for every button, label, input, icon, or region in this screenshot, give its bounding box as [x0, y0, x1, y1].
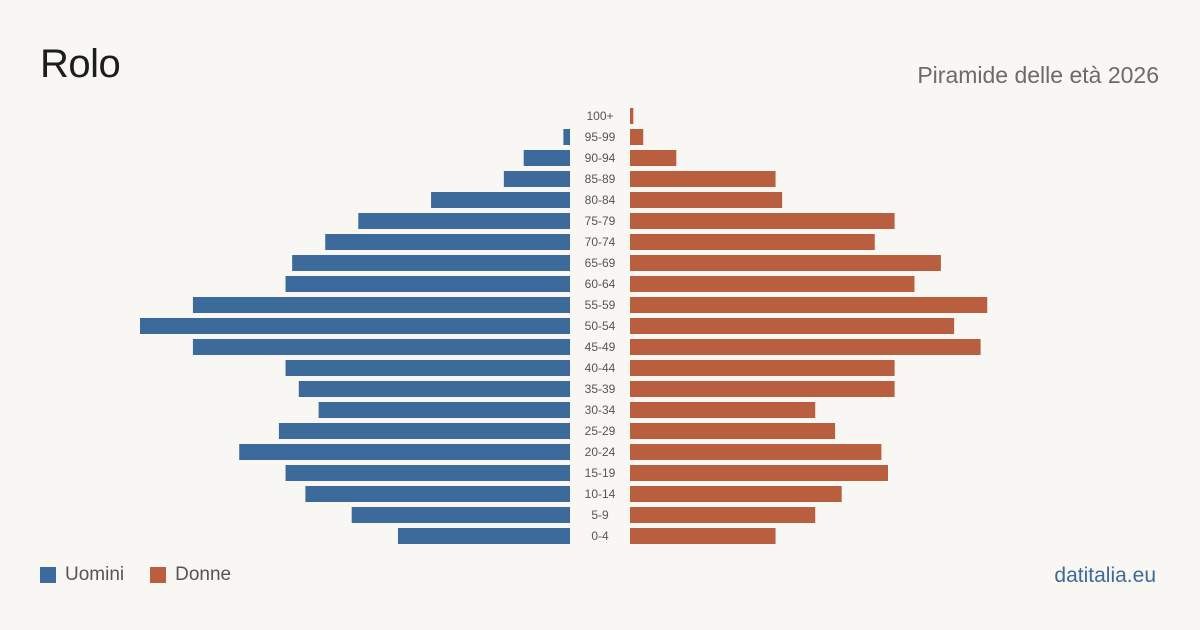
bar-men-10-14	[305, 486, 570, 502]
bar-women-30-34	[630, 402, 816, 418]
bar-men-20-24	[239, 444, 570, 460]
legend-swatch-men	[40, 567, 56, 583]
age-label-80-84: 80-84	[585, 193, 616, 207]
age-label-55-59: 55-59	[585, 298, 616, 312]
bar-women-50-54	[630, 318, 955, 334]
bar-women-40-44	[630, 360, 895, 376]
bar-women-90-94	[630, 150, 677, 166]
age-label-65-69: 65-69	[585, 256, 616, 270]
bar-women-65-69	[630, 255, 941, 271]
age-label-5-9: 5-9	[591, 508, 609, 522]
bar-men-45-49	[192, 339, 570, 355]
bar-men-0-4	[398, 528, 570, 544]
bar-women-25-29	[630, 423, 836, 439]
bar-men-75-79	[358, 213, 570, 229]
age-label-85-89: 85-89	[585, 172, 616, 186]
bar-women-85-89	[630, 171, 776, 187]
chart-title: Rolo	[40, 42, 121, 86]
age-label-45-49: 45-49	[585, 340, 616, 354]
bar-women-0-4	[630, 528, 776, 544]
age-label-35-39: 35-39	[585, 382, 616, 396]
bar-men-35-39	[298, 381, 570, 397]
bar-women-95-99	[630, 129, 644, 145]
legend-swatch-women	[150, 567, 167, 583]
chart-subtitle: Piramide delle età 2026	[917, 62, 1159, 88]
age-label-0-4: 0-4	[591, 529, 609, 543]
bar-women-100+	[630, 108, 634, 124]
bar-women-10-14	[630, 486, 842, 502]
bar-men-90-94	[523, 150, 570, 166]
bar-women-20-24	[630, 444, 882, 460]
bar-women-75-79	[630, 213, 895, 229]
bar-men-15-19	[285, 465, 570, 481]
bar-men-30-34	[318, 402, 570, 418]
bar-men-55-59	[192, 297, 570, 313]
age-labels-group: 100+ 95-99 90-94 85-89 80-84 75-79 70-74 65-69 6…	[585, 109, 616, 543]
age-label-100+: 100+	[586, 109, 613, 123]
bar-men-25-29	[278, 423, 570, 439]
legend-item-women: Donne	[150, 564, 231, 586]
legend: Uomini Donne	[40, 564, 257, 586]
bar-women-5-9	[630, 507, 816, 523]
bar-women-70-74	[630, 234, 875, 250]
age-label-90-94: 90-94	[585, 151, 616, 165]
bar-women-80-84	[630, 192, 783, 208]
age-label-25-29: 25-29	[585, 424, 616, 438]
women-bars-group	[630, 108, 988, 544]
age-label-95-99: 95-99	[585, 130, 616, 144]
age-label-70-74: 70-74	[585, 235, 616, 249]
bar-men-85-89	[503, 171, 570, 187]
source-link[interactable]: datitalia.eu	[1054, 564, 1156, 587]
legend-item-men: Uomini	[40, 564, 124, 586]
age-label-60-64: 60-64	[585, 277, 616, 291]
age-label-50-54: 50-54	[585, 319, 616, 333]
men-bars-group	[140, 129, 570, 544]
bar-women-55-59	[630, 297, 988, 313]
bar-men-95-99	[563, 129, 570, 145]
legend-label-women: Donne	[175, 564, 232, 585]
age-label-15-19: 15-19	[585, 466, 616, 480]
bar-men-80-84	[431, 192, 570, 208]
bar-men-70-74	[325, 234, 570, 250]
bar-men-40-44	[285, 360, 570, 376]
bar-women-35-39	[630, 381, 895, 397]
bar-women-45-49	[630, 339, 981, 355]
bar-men-60-64	[285, 276, 570, 292]
age-label-20-24: 20-24	[585, 445, 616, 459]
bar-men-5-9	[351, 507, 570, 523]
bar-women-60-64	[630, 276, 915, 292]
bar-men-50-54	[140, 318, 570, 334]
bar-women-15-19	[630, 465, 888, 481]
bar-men-65-69	[292, 255, 570, 271]
age-label-10-14: 10-14	[585, 487, 616, 501]
legend-label-men: Uomini	[65, 564, 125, 585]
age-label-75-79: 75-79	[585, 214, 616, 228]
age-label-30-34: 30-34	[585, 403, 616, 417]
age-label-40-44: 40-44	[585, 361, 616, 375]
